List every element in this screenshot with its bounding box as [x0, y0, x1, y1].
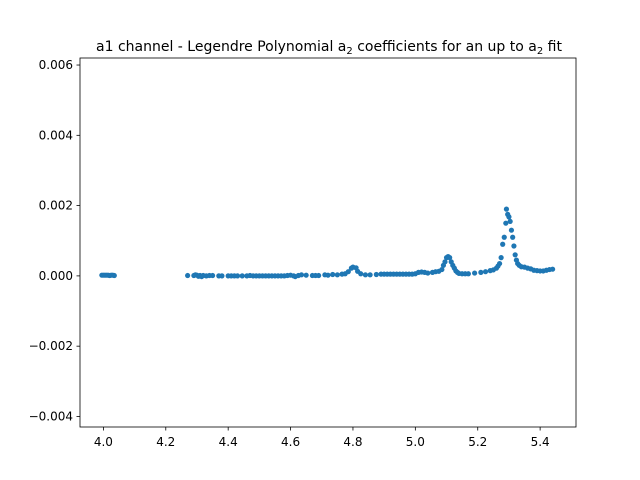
data-point: [234, 273, 241, 279]
y-tick-label: 0.002: [39, 199, 73, 213]
x-tick-label: 5.2: [468, 435, 487, 449]
data-point: [373, 271, 379, 278]
data-point: [496, 260, 503, 267]
x-tick-label: 4.0: [94, 435, 113, 449]
data-point: [219, 273, 225, 279]
title-segment: fit: [543, 39, 562, 55]
data-point: [550, 266, 556, 272]
plot-area-frame: [79, 57, 577, 428]
data-point: [501, 234, 507, 240]
data-point: [334, 272, 340, 278]
data-point: [512, 252, 518, 258]
data-point: [482, 269, 489, 275]
data-point: [498, 255, 504, 261]
chart-title: a1 channel - Legendre Polynomial a2 coef…: [96, 39, 562, 57]
data-point: [503, 206, 510, 212]
x-tick-label: 4.6: [281, 435, 300, 449]
data-point: [510, 234, 516, 240]
data-point: [508, 227, 515, 233]
x-tick-label: 4.4: [219, 435, 238, 449]
data-point: [507, 218, 513, 225]
x-axis-ticks: 4.0 4.2 4.4 4.6 4.8 5.0 5.2 5.4: [94, 427, 550, 449]
title-segment: coefficients for an up to a: [353, 39, 537, 55]
data-point: [503, 220, 509, 226]
data-point: [425, 270, 431, 276]
data-point: [367, 272, 373, 278]
data-point: [500, 241, 506, 247]
data-point: [316, 272, 322, 279]
data-point: [506, 214, 512, 220]
data-point: [511, 243, 517, 249]
y-tick-label: −0.004: [29, 409, 73, 423]
data-point: [472, 270, 478, 276]
x-tick-label: 5.0: [406, 435, 425, 449]
data-point: [442, 259, 448, 265]
x-tick-label: 4.8: [343, 435, 362, 449]
data-point: [111, 272, 117, 279]
title-segment: a1 channel - Legendre Polynomial a: [96, 39, 346, 55]
data-point: [330, 271, 336, 278]
data-point: [185, 272, 191, 279]
data-point: [358, 271, 364, 277]
x-tick-label: 4.2: [156, 435, 175, 449]
x-tick-label: 5.4: [531, 435, 550, 449]
data-point: [325, 272, 331, 278]
data-point: [303, 272, 309, 278]
title-subscript: 2: [346, 46, 352, 57]
y-tick-label: 0.004: [39, 128, 73, 142]
data-point: [362, 272, 369, 278]
title-subscript: 2: [537, 46, 543, 57]
y-tick-label: −0.002: [29, 339, 73, 353]
data-point: [447, 255, 453, 261]
data-point: [478, 269, 484, 275]
data-point: [239, 273, 245, 279]
data-points: [99, 206, 556, 280]
y-axis-ticks: −0.004 −0.002 0.000 0.002 0.004 0.006: [29, 58, 80, 423]
data-point: [465, 271, 471, 277]
y-tick-label: 0.006: [39, 58, 73, 72]
y-tick-label: 0.000: [39, 269, 73, 283]
data-point: [345, 269, 351, 275]
data-point: [209, 272, 216, 279]
data-point: [298, 272, 305, 278]
data-point: [439, 266, 445, 273]
